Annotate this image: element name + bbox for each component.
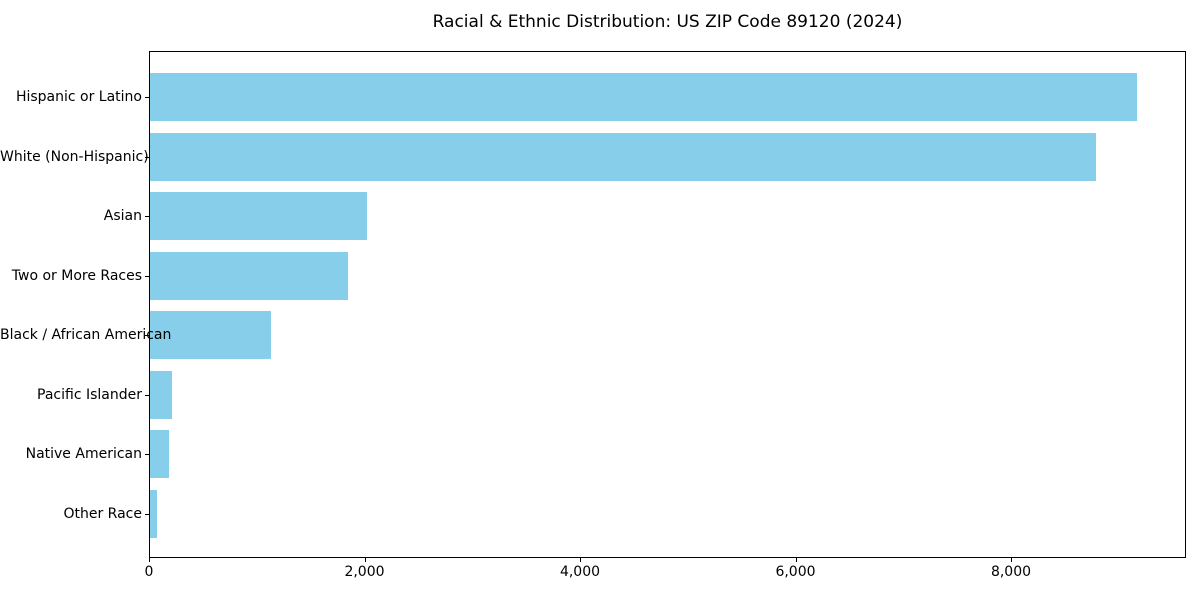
y-tick-label: Hispanic or Latino [15, 89, 142, 105]
x-tick-mark [580, 558, 581, 562]
bar-white-non-hispanic [150, 132, 1096, 181]
chart-title: Racial & Ethnic Distribution: US ZIP Cod… [432, 12, 903, 32]
y-tick-mark [145, 454, 149, 456]
x-tick-mark [149, 558, 150, 562]
y-tick-label: Other Race [63, 505, 142, 522]
y-tick-mark [145, 156, 149, 158]
y-tick-label: Two or More Races [11, 267, 142, 284]
x-tick-label: 0 [144, 564, 154, 580]
y-tick-mark [145, 216, 149, 218]
x-tick-mark [1011, 558, 1012, 562]
y-tick-mark [145, 97, 149, 98]
y-tick-label: White (Non-Hispanic) [0, 148, 149, 165]
bar-other-race [150, 489, 157, 538]
x-tick-label: 2,000 [344, 564, 385, 580]
y-tick-mark [145, 513, 149, 515]
bar-pacific-islander [150, 370, 172, 419]
bar-asian [150, 192, 367, 241]
y-tick-mark [145, 394, 149, 396]
plot-area [149, 51, 1186, 558]
x-tick-label: 4,000 [559, 564, 601, 580]
x-tick-mark [364, 558, 366, 562]
bar-two-or-more-races [150, 251, 348, 300]
y-tick-mark [145, 275, 149, 277]
bar-native-american [150, 430, 169, 479]
y-tick-label: Asian [103, 208, 142, 225]
x-tick-label: 6,000 [775, 564, 816, 580]
bar-hispanic-or-latino [150, 73, 1137, 121]
x-tick-mark [795, 558, 797, 562]
x-tick-label: 8,000 [990, 564, 1032, 580]
bar-black-african-american [150, 311, 271, 360]
y-tick-label: Pacific Islander [37, 386, 142, 403]
y-tick-label: Black / African American [0, 327, 172, 344]
y-tick-mark [145, 335, 149, 337]
y-tick-label: Native American [25, 446, 142, 463]
